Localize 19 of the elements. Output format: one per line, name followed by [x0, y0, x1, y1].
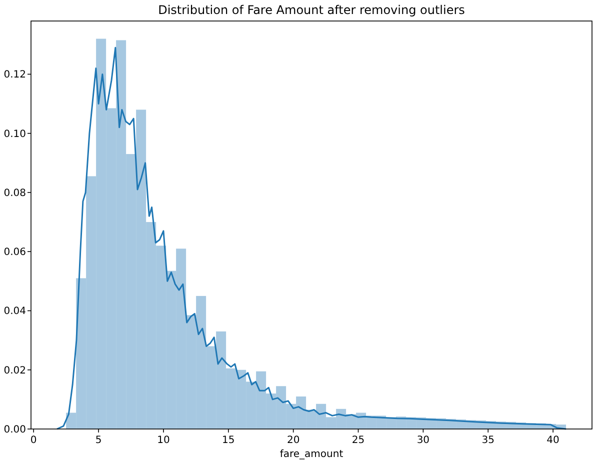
- x-tick-label: 15: [222, 435, 235, 446]
- line-series: [56, 46, 567, 430]
- x-tick-label: 25: [352, 435, 365, 446]
- x-axis-title: fare_amount: [280, 449, 344, 460]
- y-tick-label: 0.08: [4, 188, 26, 199]
- y-tick-label: 0.02: [4, 365, 26, 376]
- y-tick-label: 0.10: [4, 128, 26, 140]
- y-tick-label: 0.06: [4, 247, 26, 258]
- y-tick-label: 0.00: [4, 424, 26, 436]
- y-tick-label: 0.04: [4, 306, 26, 318]
- x-tick-label: 35: [482, 435, 494, 446]
- x-tick-label: 10: [157, 435, 170, 446]
- x-tick-label: 20: [286, 435, 300, 446]
- x-tick-label: 30: [416, 435, 430, 446]
- chart-title: Distribution of Fare Amount after removing outliers: [158, 3, 465, 17]
- x-tick-label: 0: [30, 435, 37, 446]
- x-tick-label: 5: [95, 435, 102, 446]
- x-tick-label: 40: [546, 435, 560, 446]
- y-tick-label: 0.12: [4, 70, 26, 81]
